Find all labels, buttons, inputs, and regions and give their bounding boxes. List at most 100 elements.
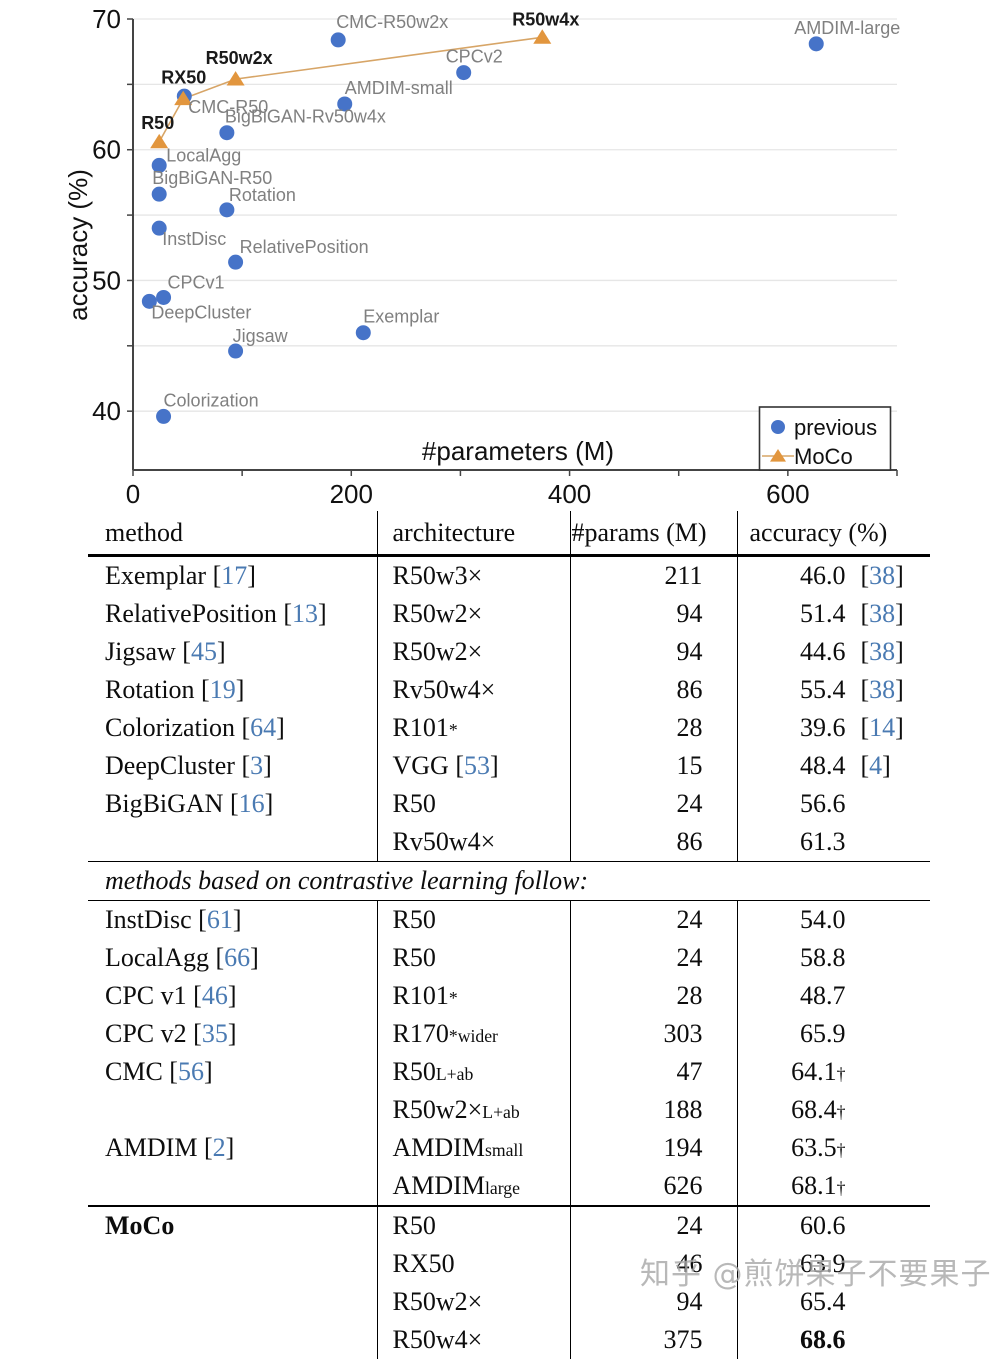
x-axis-title: #parameters (M) (422, 436, 614, 466)
point-R50w4x (533, 29, 552, 44)
citation: 38 (869, 599, 896, 628)
params-cell: 94 (569, 595, 737, 633)
point-Colorization (156, 408, 172, 424)
citation: 45 (190, 637, 217, 666)
params-cell: 86 (569, 823, 737, 862)
col-header: #params (M) (569, 511, 737, 557)
section-row: methods based on contrastive learning fo… (88, 861, 930, 901)
arch-cell: R170*wider (376, 1015, 570, 1053)
params-cell: 94 (569, 633, 737, 671)
point-label: RelativePosition (240, 237, 369, 257)
arch-cell: RX50 (376, 1245, 570, 1283)
col-header: method (88, 511, 377, 557)
legend-circle-marker (771, 420, 785, 434)
method-cell: InstDisc [61] (105, 905, 242, 934)
citation: 13 (292, 599, 319, 628)
point-label: Jigsaw (233, 326, 289, 346)
arch-cell: R101* (376, 977, 570, 1015)
point-label: R50 (141, 113, 174, 133)
accuracy-cell: 56.6 (736, 785, 930, 823)
accuracy-cell: 65.9 (736, 1015, 930, 1053)
arch-cell: R50 (376, 785, 570, 823)
table-row: InstDisc [61] R50 24 54.0 (88, 900, 930, 939)
citation: 19 (209, 675, 236, 704)
results-table: method architecture #params (M) accuracy (%… (88, 511, 930, 1359)
moco-line (158, 36, 543, 143)
table-row: RelativePosition [13] R50w2× 94 51.4 [38] (88, 595, 930, 633)
point-label: DeepCluster (151, 302, 251, 322)
y-axis-title: accuracy (%) (63, 169, 93, 321)
arch-cell: R50L+ab (376, 1053, 570, 1091)
citation: 38 (869, 637, 896, 666)
point-Exemplar (355, 325, 371, 341)
arch-cell: R50w4× (376, 1321, 570, 1359)
point-Jigsaw (228, 343, 244, 359)
method-cell (88, 1091, 377, 1129)
point-AMDIM-large (808, 36, 824, 52)
accuracy-cell: 64.1† (736, 1053, 930, 1091)
arch-cell: R50w2× (376, 595, 570, 633)
params-cell: 28 (569, 977, 737, 1015)
arch-cell: AMDIMlarge (376, 1167, 570, 1206)
accuracy-cell: 55.4 [38] (736, 671, 930, 709)
point-label: CMC-R50 (188, 97, 268, 117)
point-label: CPCv1 (168, 272, 225, 292)
point-label: R50w2x (206, 48, 273, 68)
accuracy-cell: 46.0 [38] (736, 555, 930, 595)
point-LocalAgg (151, 157, 167, 173)
point-Rotation (219, 202, 235, 218)
accuracy-cell: 68.1† (736, 1167, 930, 1206)
accuracy-cell: 68.6 (736, 1321, 930, 1359)
method-cell: MoCo (88, 1205, 377, 1245)
method-cell (88, 1321, 377, 1359)
point-label: R50w4x (512, 9, 579, 29)
point-CPCv2 (456, 65, 472, 81)
x-tick-label: 600 (766, 479, 809, 509)
point-label: BigBiGAN-Rv50w4x (225, 107, 386, 127)
y-tick-label: 60 (92, 135, 121, 165)
table-row: Jigsaw [45] R50w2× 94 44.6 [38] (88, 633, 930, 671)
params-cell: 24 (569, 1205, 737, 1245)
point-label: LocalAgg (166, 145, 241, 165)
params-cell: 46 (569, 1245, 737, 1283)
params-cell: 86 (569, 671, 737, 709)
x-tick-label: 400 (548, 479, 591, 509)
citation: 38 (869, 561, 896, 590)
method-cell: LocalAgg [66] (105, 943, 259, 972)
accuracy-cell: 48.7 (736, 977, 930, 1015)
method-cell: BigBiGAN [16] (105, 789, 274, 818)
method-cell: RelativePosition [13] (105, 599, 327, 628)
method-cell: CPC v2 [35] (105, 1019, 237, 1048)
table-row: CPC v2 [35] R170*wider 303 65.9 (88, 1015, 930, 1053)
params-cell: 626 (569, 1167, 737, 1206)
arch-cell: Rv50w4× (376, 823, 570, 862)
accuracy-cell: 63.5† (736, 1129, 930, 1167)
section-label: methods based on contrastive learning fo… (88, 861, 930, 901)
table-row: DeepCluster [3] VGG [53] 15 48.4 [4] (88, 747, 930, 785)
point-label: Exemplar (363, 307, 439, 327)
point-BigBiGAN-R50 (151, 186, 167, 202)
point-InstDisc (151, 220, 167, 236)
params-cell: 303 (569, 1015, 737, 1053)
params-cell: 188 (569, 1091, 737, 1129)
accuracy-cell: 65.4 (736, 1283, 930, 1321)
point-R50w2x (226, 71, 245, 86)
citation: 38 (869, 675, 896, 704)
method-cell: Rotation [19] (105, 675, 245, 704)
arch-cell: R50 (376, 939, 570, 977)
citation: 4 (869, 751, 883, 780)
citation: 2 (212, 1133, 226, 1162)
method-cell: CMC [56] (105, 1057, 213, 1086)
scatter-plot-svg: 0 200 400 600 40 50 60 70 #parameters (M) accurac… (63, 4, 900, 509)
table-row: AMDIM [2] AMDIMsmall 194 63.5† (88, 1129, 930, 1167)
table-row: LocalAgg [66] R50 24 58.8 (88, 939, 930, 977)
params-cell: 94 (569, 1283, 737, 1321)
method-cell (88, 1245, 377, 1283)
accuracy-cell: 58.8 (736, 939, 930, 977)
point-label: InstDisc (162, 229, 226, 249)
point-label: AMDIM-large (794, 18, 900, 38)
citation: 61 (206, 905, 233, 934)
citation: 66 (224, 943, 251, 972)
citation: 56 (177, 1057, 204, 1086)
citation: 3 (250, 751, 264, 780)
